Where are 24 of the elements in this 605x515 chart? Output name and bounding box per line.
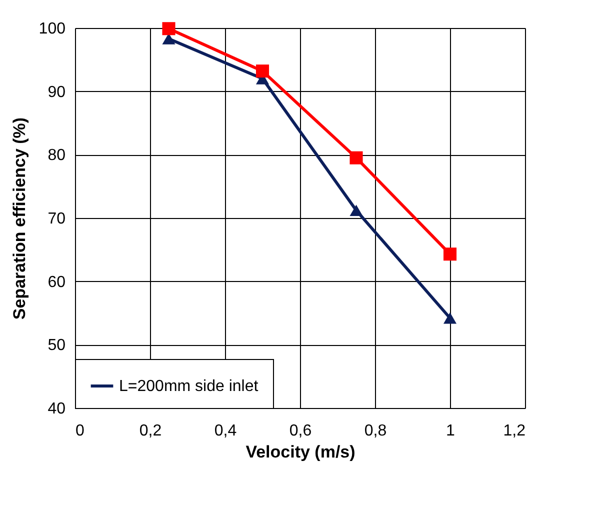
legend-label: L=200mm side inlet — [119, 378, 259, 395]
x-tick-label: 0 — [76, 422, 84, 440]
point — [256, 64, 270, 78]
y-tick-label: 80 — [48, 147, 66, 164]
x-tick-label: 0,2 — [139, 422, 162, 440]
point — [162, 22, 176, 36]
y-tick-label: 70 — [48, 210, 66, 228]
point — [162, 33, 176, 44]
y-tick-label: 90 — [48, 84, 66, 101]
x-tick-label: 0,6 — [289, 422, 312, 440]
point — [350, 204, 363, 216]
x-tick-label: 1 — [446, 422, 456, 440]
y-axis-title: Separation efficiency (%) — [10, 117, 29, 320]
y-tick-label: 100 — [38, 20, 66, 38]
y-tick-label: 60 — [48, 274, 66, 291]
point — [443, 312, 457, 324]
point — [443, 248, 457, 261]
x-axis-title: Velocity (m/s) — [246, 442, 356, 462]
y-tick-label: 40 — [48, 400, 66, 418]
x-tick-label: 1,2 — [503, 422, 526, 440]
y-tick-label: 50 — [48, 337, 66, 354]
x-tick-label: 0,4 — [214, 422, 237, 440]
point — [350, 151, 363, 164]
x-tick-label: 0,8 — [364, 422, 387, 440]
